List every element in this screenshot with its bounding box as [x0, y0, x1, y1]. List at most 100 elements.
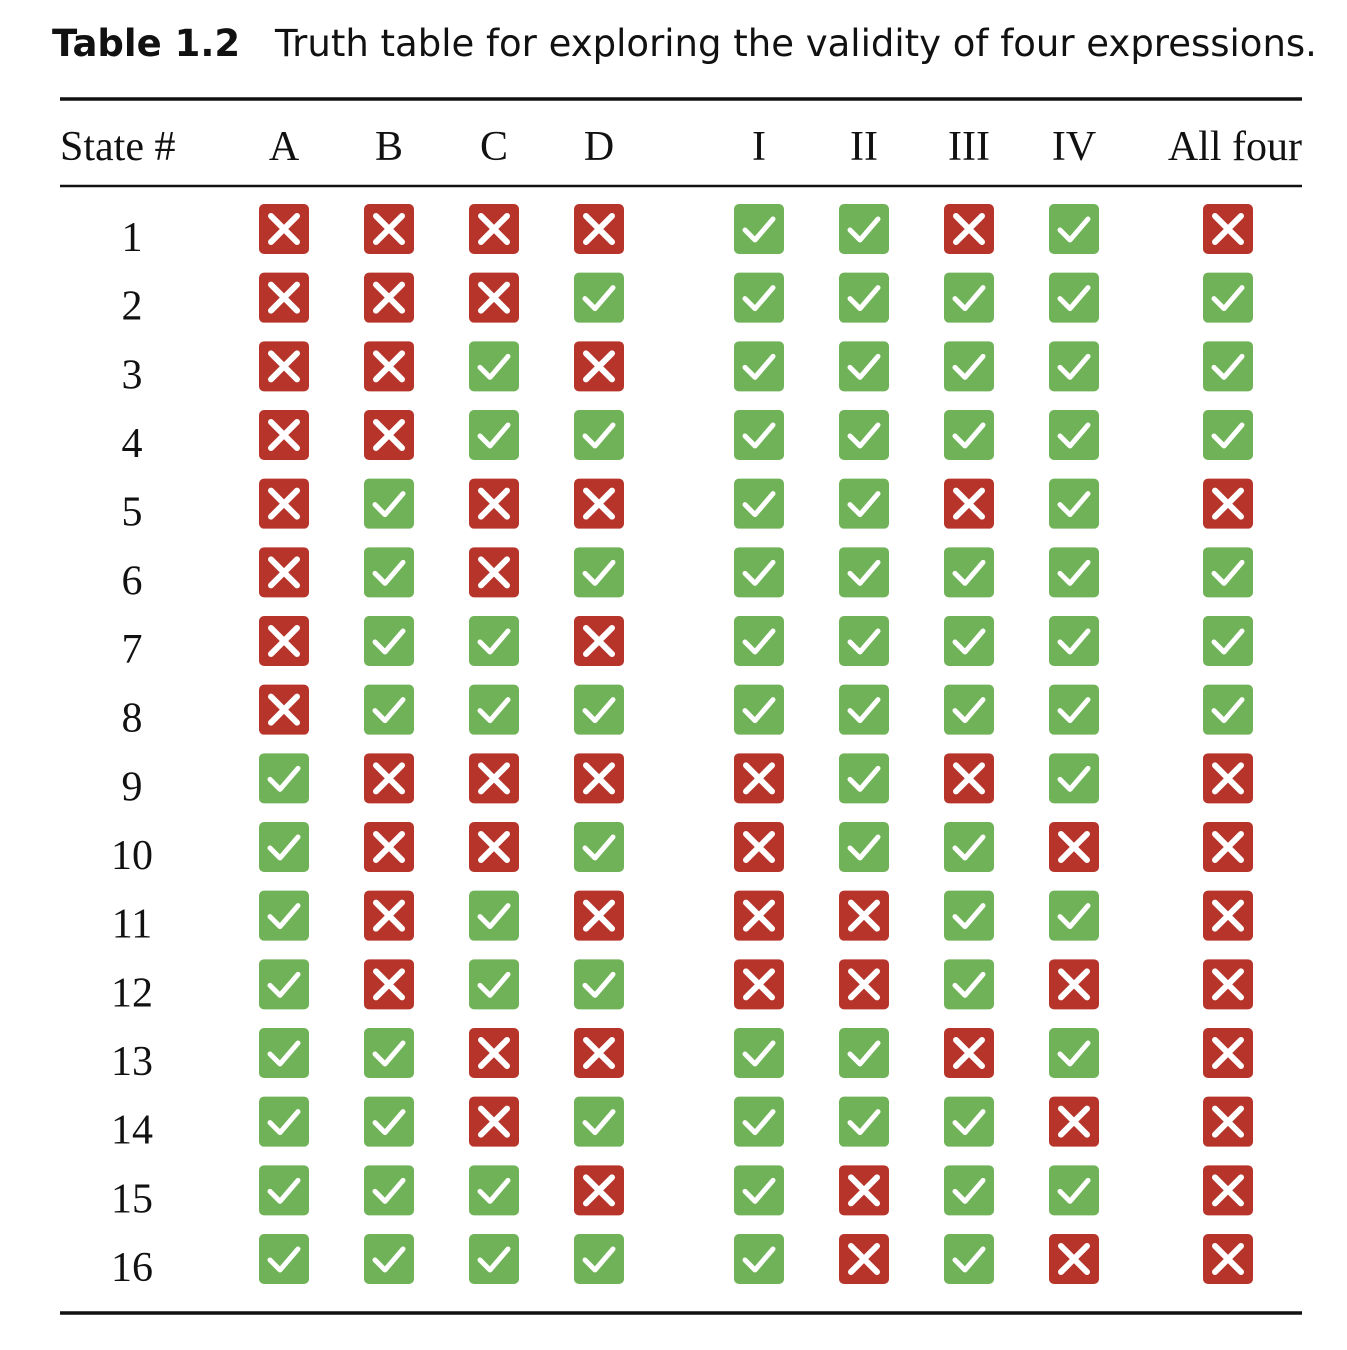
check	[847, 422, 881, 449]
check	[1211, 697, 1245, 724]
check	[742, 491, 776, 518]
check	[847, 1040, 881, 1067]
state-number: 6	[122, 558, 143, 604]
icon-box	[469, 890, 519, 941]
check	[372, 1040, 406, 1067]
check	[847, 765, 881, 792]
cross	[1212, 1105, 1244, 1138]
check-icon	[1049, 616, 1099, 666]
icon-box	[839, 753, 889, 804]
cross	[373, 419, 405, 451]
cross-icon	[469, 272, 519, 323]
check-icon	[574, 959, 624, 1010]
icon-box	[944, 890, 994, 941]
check	[372, 1177, 406, 1204]
check-icon	[259, 890, 309, 941]
check	[952, 1109, 986, 1136]
cross-icon	[259, 204, 309, 254]
state-number: 11	[112, 902, 152, 948]
check	[1057, 422, 1091, 449]
check-icon	[839, 478, 889, 529]
check-icon	[734, 547, 784, 598]
cross-icon	[944, 204, 994, 254]
check-icon	[574, 410, 624, 460]
check-icon	[1049, 547, 1099, 598]
check	[742, 285, 776, 312]
cross	[268, 213, 300, 245]
cross-icon	[574, 1028, 624, 1078]
check-icon	[944, 959, 994, 1010]
check	[267, 765, 301, 792]
state-number: 12	[111, 970, 153, 1016]
cross	[268, 350, 300, 383]
check-icon	[944, 1234, 994, 1284]
cross	[1212, 1174, 1244, 1207]
check-icon	[734, 1234, 784, 1284]
check	[742, 353, 776, 380]
caption-text: Truth table for exploring the validity o…	[274, 22, 1317, 65]
column-header: State #	[60, 124, 175, 170]
check-icon	[1049, 1165, 1099, 1216]
check	[1057, 765, 1091, 792]
check-icon	[944, 341, 994, 392]
column-header: C	[480, 124, 508, 170]
check-icon	[1049, 341, 1099, 392]
check	[742, 422, 776, 449]
icon-box	[574, 959, 624, 1010]
check-icon	[364, 478, 414, 529]
check-icon	[1203, 547, 1253, 598]
cross-icon	[364, 822, 414, 872]
cross-icon	[259, 547, 309, 598]
check	[477, 1177, 511, 1204]
check	[477, 422, 511, 449]
cross	[1212, 899, 1244, 932]
check-icon	[1203, 341, 1253, 392]
icon-box	[364, 1234, 414, 1284]
cross-icon	[1203, 753, 1253, 804]
cross-icon	[944, 1028, 994, 1078]
icon-box	[944, 822, 994, 872]
cross	[373, 968, 405, 1001]
check	[582, 834, 616, 861]
check	[847, 628, 881, 655]
check-icon	[469, 890, 519, 941]
check-icon	[259, 1234, 309, 1284]
check-icon	[364, 616, 414, 666]
column-header: All four	[1168, 124, 1302, 170]
icon-box	[574, 547, 624, 598]
cross-icon	[574, 616, 624, 666]
cross	[583, 350, 615, 383]
cross	[478, 762, 510, 795]
check	[952, 1246, 986, 1273]
state-number: 9	[122, 764, 143, 810]
check	[742, 1177, 776, 1204]
icon-box	[839, 1028, 889, 1078]
cross	[1212, 1243, 1244, 1275]
cross-icon	[364, 341, 414, 392]
check-icon	[364, 1028, 414, 1078]
icon-box	[364, 1165, 414, 1216]
icon-box	[259, 1165, 309, 1216]
cross-icon	[1203, 1096, 1253, 1147]
check-icon	[1203, 616, 1253, 666]
state-number: 14	[111, 1108, 153, 1154]
icon-box	[364, 478, 414, 529]
icon-box	[574, 1234, 624, 1284]
check-icon	[839, 204, 889, 254]
state-number: 2	[122, 284, 143, 330]
check	[1057, 1177, 1091, 1204]
check-icon	[574, 822, 624, 872]
check-icon	[1049, 410, 1099, 460]
check	[477, 971, 511, 998]
icon-box	[1049, 341, 1099, 392]
cross-icon	[944, 478, 994, 529]
check-icon	[259, 1096, 309, 1147]
check	[372, 1246, 406, 1273]
check	[952, 353, 986, 380]
cross	[268, 625, 300, 657]
state-number: 4	[122, 421, 143, 467]
check	[742, 559, 776, 586]
cross-icon	[1049, 1096, 1099, 1147]
check-icon	[734, 478, 784, 529]
state-number: 7	[122, 627, 143, 673]
